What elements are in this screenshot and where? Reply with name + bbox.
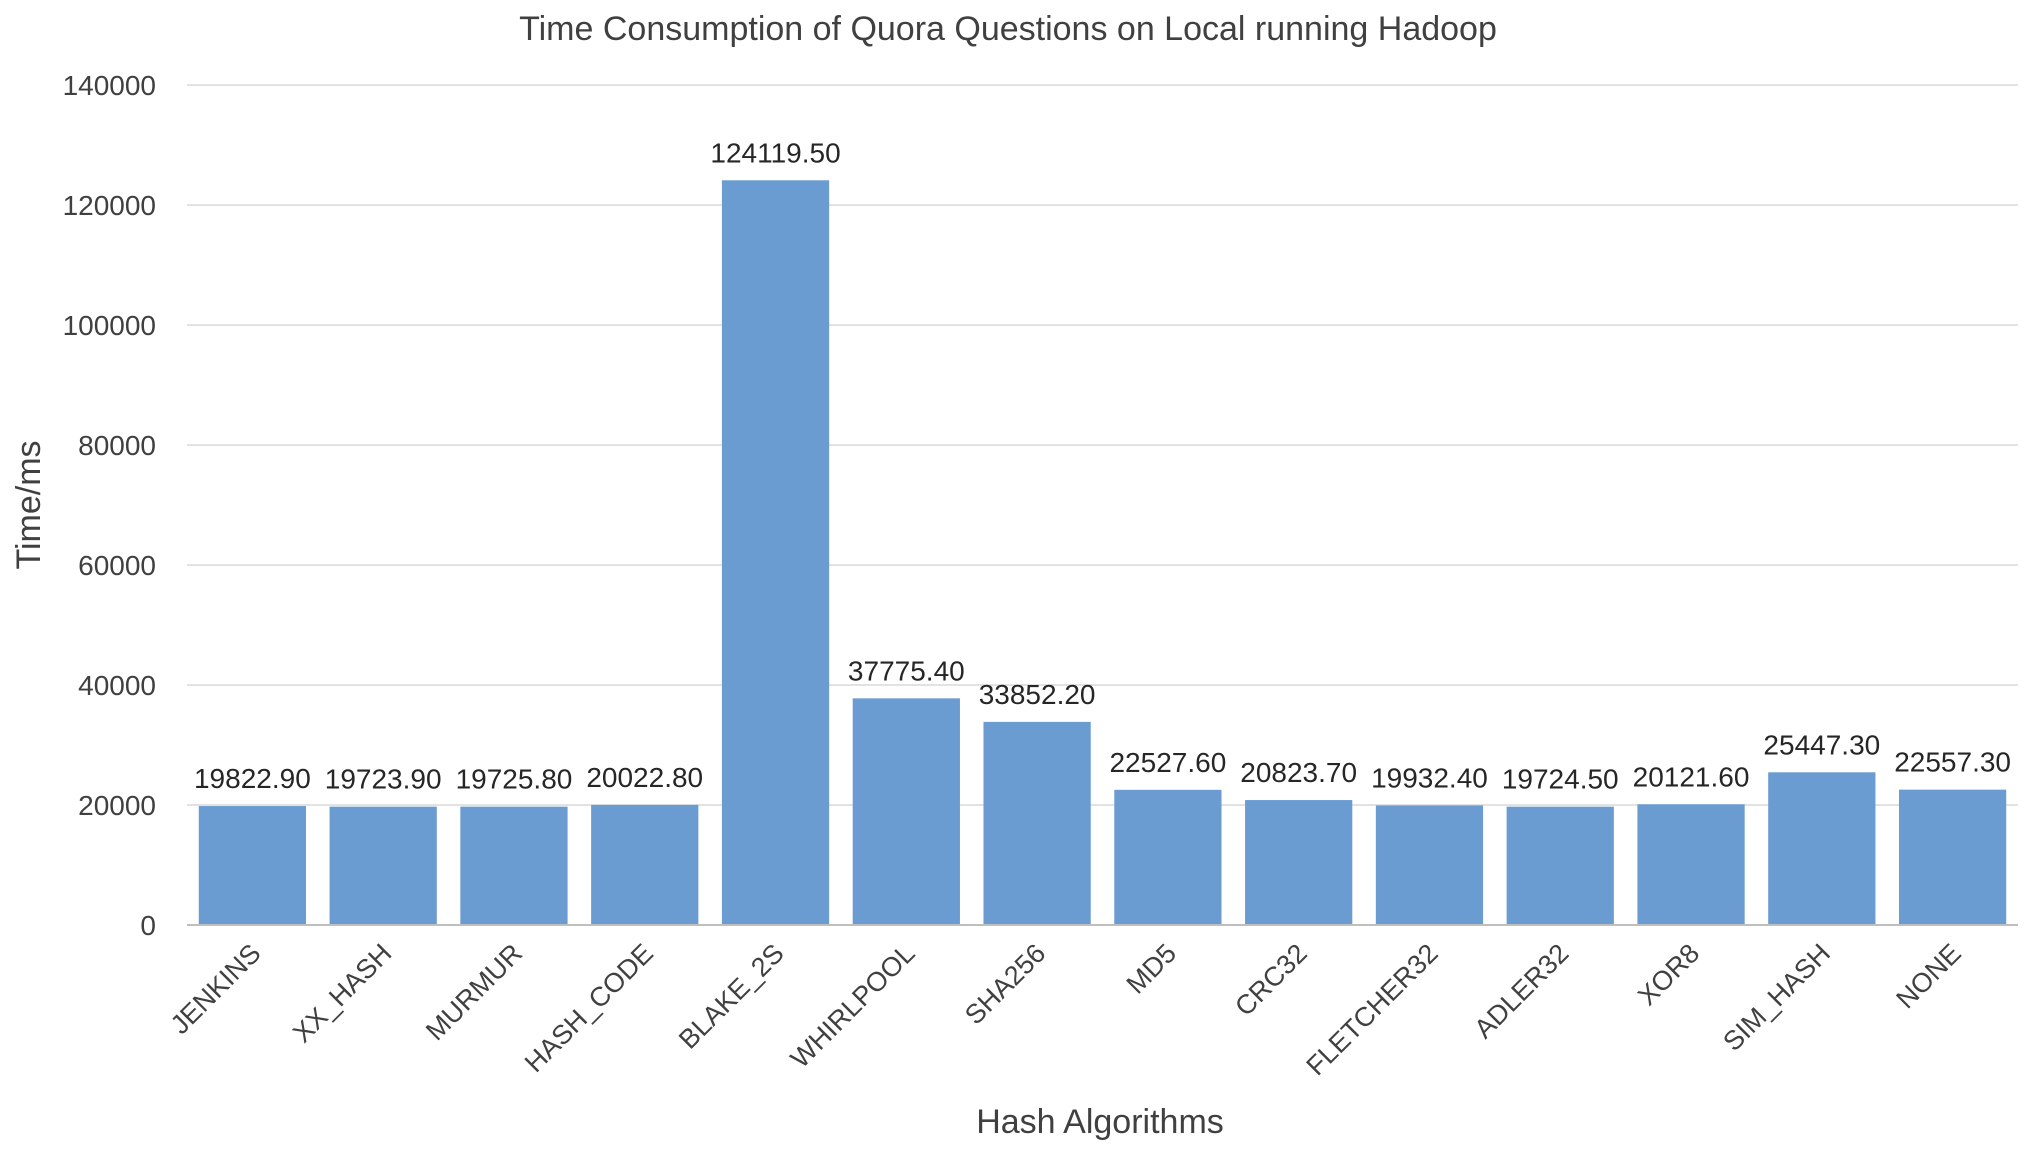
y-tick-label: 60000: [78, 550, 156, 581]
bar: [1637, 804, 1745, 925]
bar: [329, 806, 437, 925]
bar: [1375, 805, 1484, 925]
bar: [591, 804, 699, 925]
bar: [1114, 789, 1222, 925]
y-tick-label: 40000: [78, 670, 156, 701]
chart-title: Time Consumption of Quora Questions on L…: [519, 10, 1497, 48]
bar: [1506, 806, 1614, 925]
y-tick-label: 0: [140, 910, 156, 941]
x-tick-label: BLAKE_2S: [673, 938, 790, 1055]
data-label: 124119.50: [710, 137, 840, 168]
x-tick-label: SHA256: [959, 938, 1051, 1030]
x-tick-label: NONE: [1890, 938, 1966, 1014]
data-label: 22527.60: [1109, 747, 1226, 778]
bar: [983, 721, 1091, 925]
x-tick-label: SIM_HASH: [1717, 938, 1836, 1057]
x-tick-label: MURMUR: [420, 938, 528, 1046]
bar: [1898, 789, 2007, 925]
y-axis-ticks: 0 20000 40000 60000 80000 100000 120000 140000: [63, 70, 156, 941]
data-labels: 19822.90 19723.90 19725.80 20022.80 124119.5…: [194, 137, 2011, 794]
y-tick-label: 100000: [63, 310, 156, 341]
bars: [198, 180, 2007, 925]
gridlines: [187, 84, 2018, 806]
bar: [1245, 800, 1353, 925]
x-tick-label: JENKINS: [165, 938, 267, 1040]
data-label: 19932.40: [1371, 762, 1488, 793]
x-tick-label: FLETCHER32: [1300, 938, 1443, 1081]
bar: [1768, 772, 1876, 925]
x-tick-label: XX_HASH: [287, 938, 397, 1048]
bar: [852, 698, 960, 925]
y-axis-label: Time/ms: [10, 440, 48, 569]
x-tick-label: MD5: [1121, 938, 1183, 1000]
data-label: 25447.30: [1763, 729, 1880, 760]
x-axis-label: Hash Algorithms: [976, 1103, 1224, 1141]
y-tick-label: 20000: [78, 790, 156, 821]
x-tick-label: WHIRLPOOL: [785, 938, 921, 1074]
data-label: 19724.50: [1502, 764, 1619, 795]
x-tick-label: HASH_CODE: [519, 938, 659, 1078]
y-tick-label: 80000: [78, 430, 156, 461]
x-tick-label: ADLER32: [1468, 938, 1574, 1044]
bar: [198, 806, 307, 925]
bar: [721, 180, 830, 925]
data-label: 20823.70: [1240, 757, 1357, 788]
data-label: 19725.80: [456, 764, 573, 795]
data-label: 22557.30: [1894, 747, 2011, 778]
x-tick-label: XOR8: [1632, 938, 1705, 1011]
data-label: 20022.80: [586, 762, 703, 793]
data-label: 33852.20: [979, 679, 1096, 710]
y-tick-label: 140000: [63, 70, 156, 101]
data-label: 19723.90: [325, 764, 442, 795]
data-label: 20121.60: [1633, 761, 1750, 792]
data-label: 19822.90: [194, 763, 311, 794]
bar: [460, 806, 568, 925]
x-tick-label: CRC32: [1229, 938, 1313, 1022]
y-tick-label: 120000: [63, 190, 156, 221]
data-label: 37775.40: [848, 655, 965, 686]
